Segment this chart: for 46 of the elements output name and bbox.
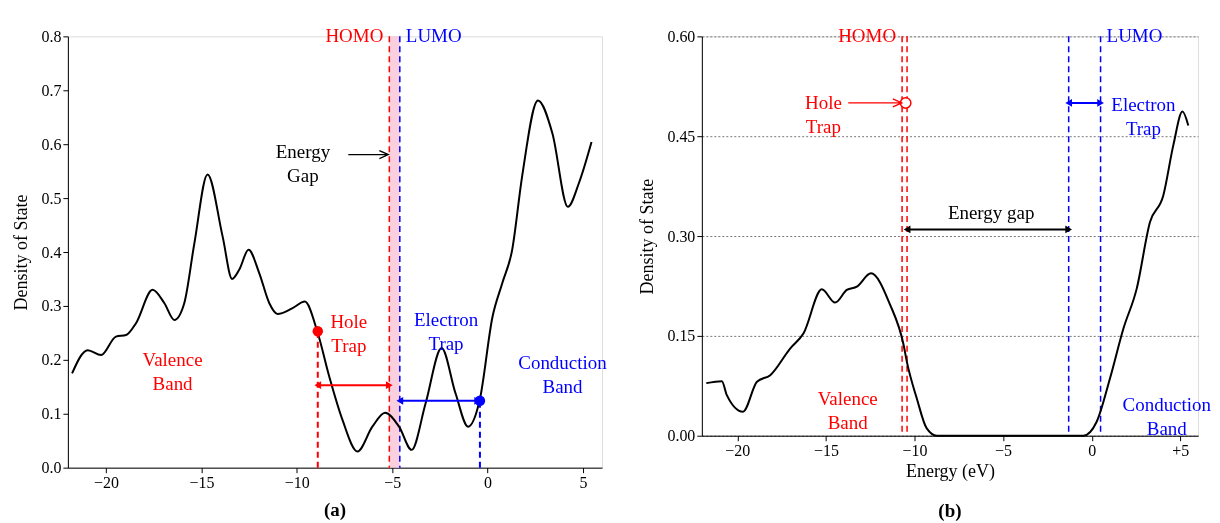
ref-line-label: HOMO xyxy=(838,25,897,47)
x-tick-label: +5 xyxy=(1172,442,1190,460)
annotation: Conduction Band xyxy=(518,352,608,398)
y-tick-label: 0.60 xyxy=(667,27,696,45)
y-tick-label: 0.4 xyxy=(41,243,62,261)
text: (a) xyxy=(323,498,347,521)
annotation: Electron Trap xyxy=(1111,94,1177,140)
x-tick-label: −10 xyxy=(284,474,310,492)
y-tick-label: 0.7 xyxy=(41,81,62,99)
y-tick-label: 0.15 xyxy=(667,327,696,345)
y-tick-label: 0.45 xyxy=(667,127,696,145)
ref-line-label: HOMO xyxy=(325,25,384,47)
y-tick-label: 0.8 xyxy=(41,27,62,45)
y-axis-title: Density of State xyxy=(11,194,32,311)
x-tick-label: −5 xyxy=(995,442,1013,460)
x-tick-label: −15 xyxy=(189,474,215,492)
y-tick-label: 0.00 xyxy=(667,427,696,445)
x-tick-label: −20 xyxy=(725,442,751,460)
y-tick-label: 0.0 xyxy=(41,459,62,477)
y-tick-label: 0.1 xyxy=(41,405,62,423)
y-tick-label: 0.2 xyxy=(41,351,62,369)
y-tick-label: 0.30 xyxy=(667,227,696,245)
y-axis-title: Density of State xyxy=(637,178,658,295)
y-tick-label: 0.3 xyxy=(41,297,62,315)
x-axis-title: Energy (eV) xyxy=(905,461,995,483)
annotation: Hole Trap xyxy=(330,311,368,357)
text: (b) xyxy=(938,499,962,522)
annotation: Conduction Band xyxy=(1122,393,1212,439)
x-tick-label: 0 xyxy=(1088,442,1097,460)
x-tick-label: 0 xyxy=(484,474,493,492)
x-tick-label: −15 xyxy=(813,442,839,460)
annotation: Energy Gap xyxy=(275,140,331,186)
x-tick-label: −20 xyxy=(94,474,120,492)
annotation: Energy gap xyxy=(947,201,1035,223)
annotation: Valence Band xyxy=(817,387,878,433)
x-tick-label: 5 xyxy=(579,474,588,492)
annotation: Valence Band xyxy=(142,348,203,394)
x-tick-label: −5 xyxy=(384,474,402,492)
annotation: Electron Trap xyxy=(413,308,479,354)
point xyxy=(312,326,324,337)
x-tick-label: −10 xyxy=(902,442,928,460)
y-tick-label: 0.6 xyxy=(41,135,62,153)
ref-line-label: LUMO xyxy=(1106,25,1163,47)
y-tick-label: 0.5 xyxy=(41,189,62,207)
annotation: Hole Trap xyxy=(804,91,842,137)
ref-line-label: LUMO xyxy=(405,25,462,47)
